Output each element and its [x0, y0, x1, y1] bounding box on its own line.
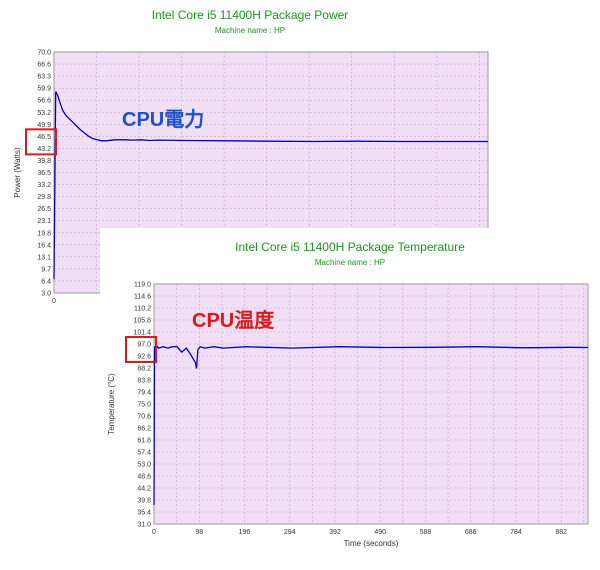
temperature-y-tick-label: 110.2 [134, 306, 151, 313]
power-callout-label: CPU電力 [122, 108, 204, 131]
power-y-tick-label: 53.2 [37, 110, 51, 117]
temperature-y-tick-label: 88.2 [137, 366, 151, 373]
power-y-tick-label: 13.1 [37, 254, 51, 261]
temperature-y-tick-label: 83.8 [137, 378, 151, 385]
power-y-tick-label: 33.2 [37, 182, 51, 189]
temperature-chart-title: Intel Core i5 11400H Package Temperature [235, 240, 465, 254]
temperature-series-line [153, 345, 589, 505]
temperature-x-tick-label: 588 [420, 529, 432, 536]
temperature-y-tick-label: 57.4 [137, 450, 151, 457]
power-y-tick-label: 43.2 [37, 146, 51, 153]
temperature-x-tick-label: 490 [374, 529, 386, 536]
temperature-y-tick-label: 79.4 [137, 390, 151, 397]
temperature-y-tick-label: 119.0 [134, 282, 151, 289]
power-y-tick-label: 26.5 [37, 206, 51, 213]
temperature-x-tick-label: 0 [152, 529, 156, 536]
temperature-y-tick-label: 66.2 [137, 426, 151, 433]
temperature-y-tick-label: 114.6 [134, 294, 151, 301]
temperature-y-tick-label: 44.2 [137, 486, 151, 493]
power-y-tick-label: 23.1 [37, 218, 51, 225]
power-y-tick-label: 36.5 [37, 170, 51, 177]
power-y-tick-label: 16.4 [37, 242, 51, 249]
temperature-y-tick-label: 105.8 [133, 318, 151, 325]
power-chart-subtitle: Machine name : HP [214, 26, 286, 35]
temperature-x-tick-label: 98 [195, 529, 203, 536]
temperature-y-tick-label: 101.4 [133, 330, 151, 337]
temperature-x-tick-label: 294 [284, 529, 296, 536]
power-y-tick-label: 9.7 [41, 266, 51, 273]
temperature-x-tick-label: 392 [329, 529, 341, 536]
power-y-tick-label: 6.4 [41, 278, 51, 285]
power-y-tick-label: 49.9 [37, 122, 51, 129]
temperature-chart-subtitle: Machine name : HP [314, 258, 386, 267]
temperature-chart: 119.0 114.6 110.2 105.8 101.4 97.0 92.6 88.2 83.… [107, 282, 589, 548]
power-y-tick-label: 56.6 [37, 98, 51, 105]
temperature-highlight-box [125, 336, 157, 363]
power-y-tick-label: 59.9 [37, 86, 51, 93]
power-y-tick-label: 63.3 [37, 74, 51, 81]
power-y-tick-label: 39.8 [37, 158, 51, 165]
temperature-y-tick-label: 35.4 [137, 510, 151, 517]
power-y-axis-label: Power (Watts) [13, 147, 22, 198]
power-x-tick-label: 0 [52, 298, 56, 305]
temperature-y-tick-label: 39.8 [137, 498, 151, 505]
temperature-x-tick-label: 784 [510, 529, 522, 536]
temperature-y-tick-label: 70.6 [137, 414, 151, 421]
power-y-tick-label: 19.8 [37, 230, 51, 237]
temperature-y-axis-label: Temperature (°C) [107, 373, 116, 435]
temperature-x-tick-label: 882 [555, 529, 567, 536]
temperature-y-tick-label: 61.8 [137, 438, 151, 445]
temperature-y-tick-label: 53.0 [137, 462, 151, 469]
temperature-y-tick-label: 75.0 [137, 402, 151, 409]
temperature-y-tick-label: 48.6 [137, 474, 151, 481]
temperature-x-axis-label: Time (seconds) [344, 539, 399, 548]
temperature-y-tick-label: 31.0 [137, 522, 151, 529]
power-highlight-box [25, 128, 57, 156]
power-y-tick-label: 3.0 [41, 291, 51, 298]
temperature-callout-label: CPU温度 [192, 308, 275, 332]
temperature-x-tick-label: 196 [239, 529, 251, 536]
temperature-y-tick-label: 92.6 [137, 354, 151, 361]
temperature-x-tick-label: 686 [465, 529, 477, 536]
power-y-tick-label: 66.6 [37, 62, 51, 69]
power-y-tick-label: 46.5 [37, 134, 51, 141]
power-chart-title: Intel Core i5 11400H Package Power [151, 8, 349, 22]
temperature-y-tick-label: 97.0 [137, 342, 151, 349]
power-y-tick-label: 29.8 [37, 194, 51, 201]
temperature-chart-panel: Intel Core i5 11400H Package Temperature… [100, 228, 600, 570]
power-y-tick-label: 70.0 [37, 50, 51, 57]
power-series-line [53, 91, 488, 280]
